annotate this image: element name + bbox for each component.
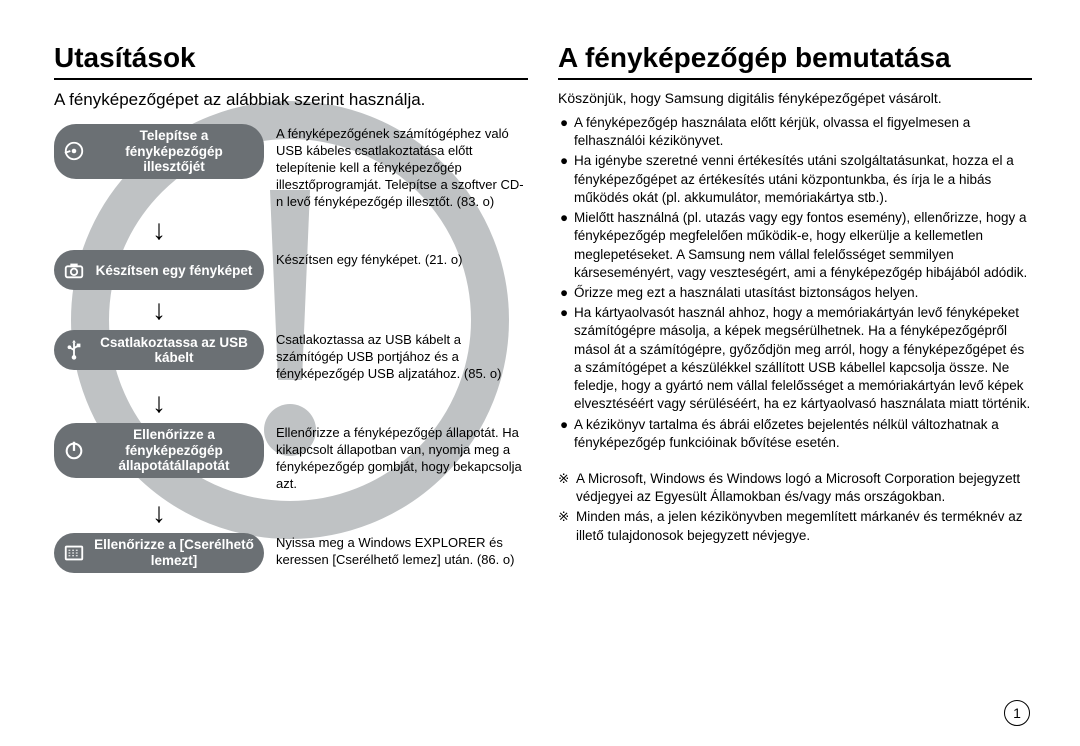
down-arrow-icon: ↓: [152, 389, 166, 417]
trademark-text: A Microsoft, Windows és Windows logó a M…: [576, 470, 1032, 506]
disk-icon: [60, 539, 88, 567]
step-row: Ellenőrizze a fényképezőgép állapotátáll…: [54, 423, 528, 493]
bullet-dot-icon: ●: [560, 304, 574, 413]
step-pill-take-photo: Készítsen egy fényképet: [54, 250, 264, 290]
down-arrow-icon: ↓: [152, 296, 166, 324]
left-subheading: A fényképezőgépet az alábbiak szerint ha…: [54, 90, 528, 110]
step-row: Telepítse a fényképezőgép illesztőjét A …: [54, 124, 528, 210]
cd-icon: [60, 137, 88, 165]
trademarks-list: ※A Microsoft, Windows és Windows logó a …: [558, 470, 1032, 545]
down-arrow-icon: ↓: [152, 499, 166, 527]
bullet-dot-icon: ●: [560, 209, 574, 282]
trademark-symbol-icon: ※: [558, 470, 576, 506]
step-pill-check-disk: Ellenőrizze a [Cserélhető lemezt]: [54, 533, 264, 573]
arrow-row: ↓: [54, 290, 264, 330]
camera-icon: [60, 256, 88, 284]
right-intro: Köszönjük, hogy Samsung digitális fényké…: [558, 90, 1032, 106]
bullet-item: ●A kézikönyv tartalma és ábrái előzetes …: [560, 416, 1032, 452]
step-desc: Készítsen egy fényképet. (21. o): [276, 250, 462, 269]
bullet-text: A kézikönyv tartalma és ábrái előzetes b…: [574, 416, 1032, 452]
trademark-item: ※A Microsoft, Windows és Windows logó a …: [558, 470, 1032, 506]
step-row: Ellenőrizze a [Cserélhető lemezt] Nyissa…: [54, 533, 528, 573]
arrow-row: ↓: [54, 210, 264, 250]
bullet-text: A fényképezőgép használata előtt kérjük,…: [574, 114, 1032, 150]
step-label: Ellenőrizze a fényképezőgép állapotátáll…: [94, 427, 254, 474]
right-heading: A fényképezőgép bemutatása: [558, 42, 1032, 80]
step-desc: Nyissa meg a Windows EXPLORER és keresse…: [276, 533, 528, 569]
usb-icon: [60, 336, 88, 364]
bullet-text: Őrizze meg ezt a használati utasítást bi…: [574, 284, 918, 302]
step-pill-check-state: Ellenőrizze a fényképezőgép állapotátáll…: [54, 423, 264, 478]
trademark-symbol-icon: ※: [558, 508, 576, 544]
step-label: Ellenőrizze a [Cserélhető lemezt]: [94, 537, 254, 568]
arrow-row: ↓: [54, 383, 264, 423]
bullet-dot-icon: ●: [560, 114, 574, 150]
bullet-dot-icon: ●: [560, 152, 574, 207]
left-heading: Utasítások: [54, 42, 528, 80]
step-label: Telepítse a fényképezőgép illesztőjét: [94, 128, 254, 175]
page-number: 1: [1004, 700, 1030, 726]
bullet-item: ●Mielőtt használná (pl. utazás vagy egy …: [560, 209, 1032, 282]
bullet-text: Ha igénybe szeretné venni értékesítés ut…: [574, 152, 1032, 207]
right-column: A fényképezőgép bemutatása Köszönjük, ho…: [558, 42, 1032, 573]
bullet-text: Ha kártyaolvasót használ ahhoz, hogy a m…: [574, 304, 1032, 413]
step-pill-install-driver: Telepítse a fényképezőgép illesztőjét: [54, 124, 264, 179]
step-row: Készítsen egy fényképet Készítsen egy fé…: [54, 250, 528, 290]
bullet-text: Mielőtt használná (pl. utazás vagy egy f…: [574, 209, 1032, 282]
step-label: Csatlakoztassa az USB kábelt: [94, 335, 254, 366]
trademark-text: Minden más, a jelen kézikönyvben megemlí…: [576, 508, 1032, 544]
bullet-item: ●Ha kártyaolvasót használ ahhoz, hogy a …: [560, 304, 1032, 413]
power-icon: [60, 436, 88, 464]
bullet-item: ●Ha igénybe szeretné venni értékesítés u…: [560, 152, 1032, 207]
bullet-dot-icon: ●: [560, 416, 574, 452]
trademark-item: ※Minden más, a jelen kézikönyvben megeml…: [558, 508, 1032, 544]
down-arrow-icon: ↓: [152, 216, 166, 244]
left-column: Utasítások A fényképezőgépet az alábbiak…: [54, 42, 528, 573]
step-desc: Ellenőrizze a fényképezőgép állapotát. H…: [276, 423, 528, 493]
step-desc: Csatlakoztassa az USB kábelt a számítógé…: [276, 330, 528, 383]
steps-list: Telepítse a fényképezőgép illesztőjét A …: [54, 124, 528, 573]
bullet-dot-icon: ●: [560, 284, 574, 302]
bullet-item: ●Őrizze meg ezt a használati utasítást b…: [560, 284, 1032, 302]
step-pill-connect-usb: Csatlakoztassa az USB kábelt: [54, 330, 264, 370]
step-desc: A fényképezőgének számítógéphez való USB…: [276, 124, 528, 210]
bullet-item: ●A fényképezőgép használata előtt kérjük…: [560, 114, 1032, 150]
bullets-list: ●A fényképezőgép használata előtt kérjük…: [560, 114, 1032, 452]
arrow-row: ↓: [54, 493, 264, 533]
step-label: Készítsen egy fényképet: [94, 263, 254, 279]
step-row: Csatlakoztassa az USB kábelt Csatlakozta…: [54, 330, 528, 383]
